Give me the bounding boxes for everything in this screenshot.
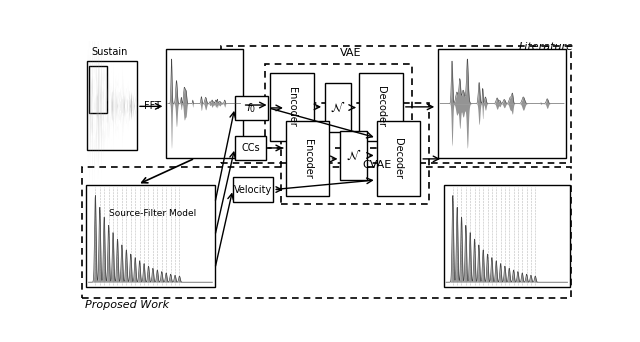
Text: CCs: CCs bbox=[241, 143, 260, 153]
Text: Encoder: Encoder bbox=[303, 139, 313, 179]
Text: Velocity: Velocity bbox=[234, 185, 272, 195]
Text: Sustain: Sustain bbox=[92, 47, 128, 57]
FancyBboxPatch shape bbox=[286, 121, 330, 196]
FancyBboxPatch shape bbox=[270, 73, 314, 141]
FancyBboxPatch shape bbox=[235, 96, 269, 120]
Text: Decoder: Decoder bbox=[376, 87, 386, 127]
Text: Literature: Literature bbox=[518, 42, 573, 52]
Text: $\mathcal{N}$: $\mathcal{N}$ bbox=[346, 148, 362, 162]
Bar bbox=[265, 64, 412, 148]
Text: CVAE: CVAE bbox=[362, 160, 391, 170]
Bar bbox=[221, 46, 571, 163]
FancyBboxPatch shape bbox=[340, 131, 367, 180]
FancyBboxPatch shape bbox=[324, 83, 351, 132]
FancyBboxPatch shape bbox=[376, 121, 420, 196]
FancyBboxPatch shape bbox=[438, 49, 566, 158]
FancyBboxPatch shape bbox=[233, 177, 273, 202]
Text: Proposed Work: Proposed Work bbox=[85, 300, 169, 310]
FancyBboxPatch shape bbox=[86, 185, 215, 287]
Text: VAE: VAE bbox=[340, 48, 361, 57]
Text: FFT: FFT bbox=[144, 101, 161, 111]
FancyBboxPatch shape bbox=[166, 49, 243, 158]
Text: $\mathcal{N}$: $\mathcal{N}$ bbox=[330, 101, 346, 115]
Text: Encoder: Encoder bbox=[287, 87, 297, 127]
FancyBboxPatch shape bbox=[235, 136, 266, 160]
Bar bbox=[281, 103, 429, 204]
FancyBboxPatch shape bbox=[444, 185, 570, 287]
Text: Source-Filter Model: Source-Filter Model bbox=[109, 209, 196, 218]
Text: $f_0$: $f_0$ bbox=[246, 101, 257, 115]
FancyBboxPatch shape bbox=[90, 66, 108, 113]
FancyBboxPatch shape bbox=[359, 73, 403, 141]
Text: Decoder: Decoder bbox=[394, 139, 403, 180]
FancyBboxPatch shape bbox=[88, 61, 137, 150]
Bar bbox=[83, 168, 571, 298]
